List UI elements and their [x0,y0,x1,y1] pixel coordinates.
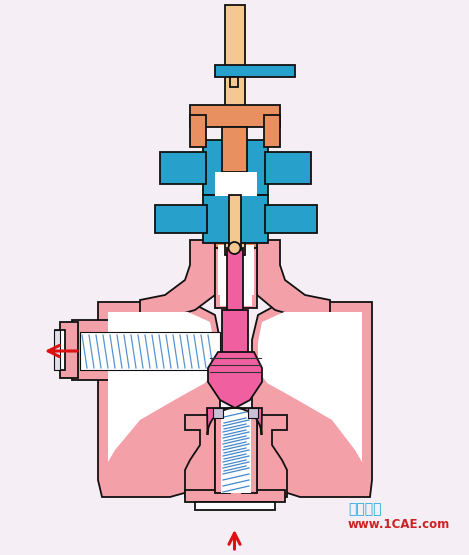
Bar [265,205,317,233]
Bar [227,248,242,313]
Polygon shape [258,312,362,462]
Bar [195,502,275,510]
Bar [215,415,230,493]
Polygon shape [208,352,262,408]
Bar [222,127,247,172]
Polygon shape [98,302,220,497]
Bar [221,415,251,493]
Polygon shape [218,245,254,295]
Bar [220,248,252,306]
Text: 仿真在线: 仿真在线 [348,502,381,516]
Bar [215,193,257,248]
Bar [55,330,65,370]
Polygon shape [207,408,262,435]
Bar [242,415,257,493]
Bar [203,140,268,195]
Text: www.1CAE.com: www.1CAE.com [348,518,450,531]
Bar [222,408,248,468]
Bar [160,152,206,184]
Polygon shape [257,415,287,497]
Bar [213,408,223,418]
Polygon shape [140,240,215,320]
Bar [215,172,257,196]
Bar [215,243,257,308]
Polygon shape [252,302,372,497]
Bar [230,77,238,87]
Bar [185,490,285,502]
Bar [265,152,311,184]
Polygon shape [108,312,214,462]
Circle shape [228,242,241,254]
Bar [228,195,241,250]
Polygon shape [185,415,215,497]
Bar [190,115,206,147]
Bar [203,195,268,243]
Bar [60,322,78,378]
Bar [225,5,244,255]
Bar [155,205,207,233]
Polygon shape [257,240,330,320]
Bar [215,65,295,77]
Bar [80,332,220,370]
Bar [72,320,202,380]
Bar [222,310,248,355]
Bar [264,115,280,147]
Bar [54,330,60,370]
Bar [248,408,258,418]
Bar [190,105,280,127]
